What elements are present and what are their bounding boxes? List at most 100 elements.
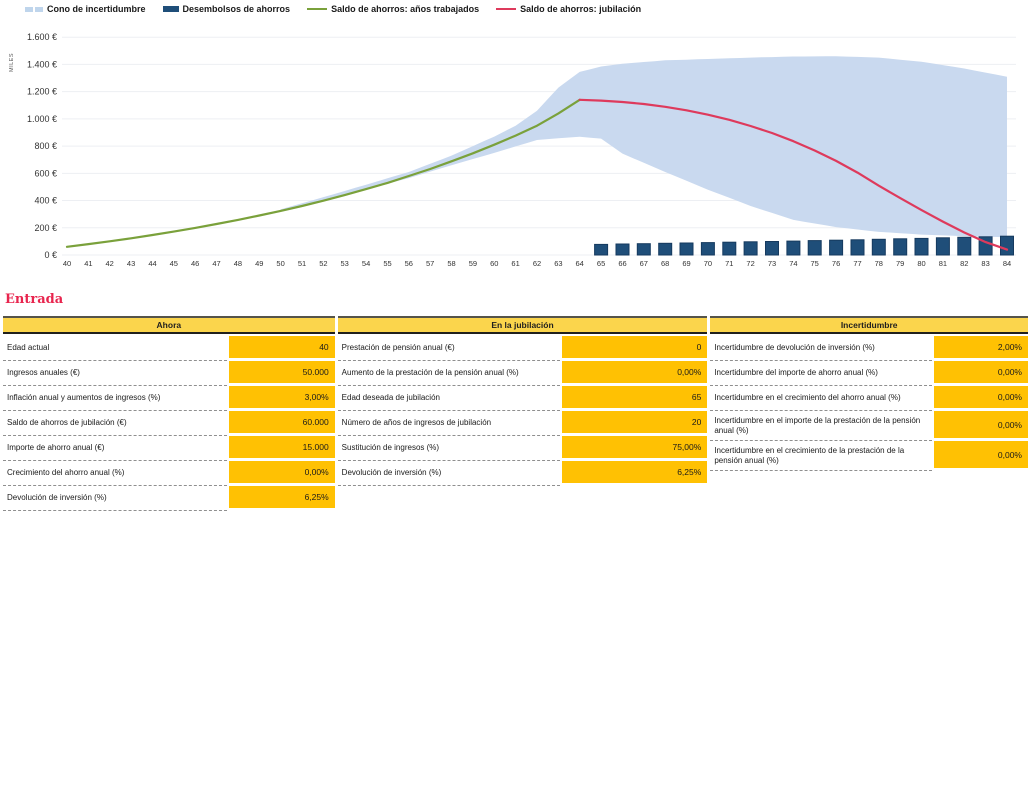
x-tick-label: 61 [511,259,519,268]
x-tick-label: 50 [276,259,284,268]
input-value-cell[interactable]: 75,00% [562,436,708,458]
x-tick-label: 65 [597,259,605,268]
y-tick-label: 1.600 € [27,32,57,42]
input-value-cell[interactable]: 3,00% [228,386,335,408]
disbursement-bar [658,242,673,256]
x-tick-label: 76 [832,259,840,268]
table-incertidumbre: Incertidumbre Incertidumbre de devolució… [710,316,1028,471]
legend-label: Saldo de ahorros: jubilación [520,4,642,14]
input-value-cell[interactable]: 2,00% [934,336,1028,358]
disbursement-bar [1000,235,1014,256]
disbursement-bar [700,242,715,256]
table-row: Aumento de la prestación de la pensión a… [337,361,708,386]
table-row: Incertidumbre del importe de ahorro anua… [710,361,1028,386]
table-row: Incertidumbre de devolución de inversión… [710,336,1028,361]
x-tick-label: 77 [853,259,861,268]
y-tick-label: 1.400 € [27,59,57,69]
table-row: Ingresos anuales (€) 50.000 [3,361,335,386]
table-row: Incertidumbre en el crecimiento de la pr… [710,441,1028,471]
input-value-cell[interactable]: 6,25% [228,486,335,508]
x-tick-label: 79 [896,259,904,268]
table-row: Saldo de ahorros de jubilación (€) 60.000 [3,411,335,436]
x-tick-label: 57 [426,259,434,268]
input-value-cell[interactable]: 0,00% [934,441,1028,468]
x-tick-label: 53 [341,259,349,268]
chart-legend: Cono de incertidumbre Desembolsos de ahor… [25,4,641,14]
x-tick-label: 75 [811,259,819,268]
x-tick-label: 59 [469,259,477,268]
input-value-cell[interactable]: 0,00% [934,386,1028,408]
y-tick-label: 600 € [34,168,57,178]
x-tick-label: 64 [576,259,584,268]
row-label: Edad deseada de jubilación [337,386,561,411]
x-tick-label: 70 [704,259,712,268]
y-axis-labels: 0 € 200 € 400 € 600 € 800 € 1.000 € 1.200 € 1.4… [27,32,57,260]
input-tables: Ahora Edad actual 40 Ingresos anuales (€) 5… [0,316,1028,511]
row-label: Incertidumbre en el crecimiento del ahor… [710,386,932,411]
input-value-cell[interactable]: 0,00% [562,361,708,383]
x-tick-label: 60 [490,259,498,268]
disbursement-bar [743,241,758,256]
x-tick-label: 49 [255,259,263,268]
x-tick-label: 78 [875,259,883,268]
y-tick-label: 0 € [44,250,57,260]
row-label: Edad actual [3,336,227,361]
row-label: Devolución de inversión (%) [337,461,561,486]
input-value-cell[interactable]: 15.000 [228,436,335,458]
x-tick-label: 54 [362,259,370,268]
legend-item-0: Cono de incertidumbre [25,4,146,14]
entrada-heading: Entrada [5,292,64,307]
disbursement-bar [914,237,929,256]
table-header-incertidumbre: Incertidumbre [710,316,1028,334]
savings-bars [594,235,1014,256]
chart-plot-area: 0 € 200 € 400 € 600 € 800 € 1.000 € 1.200 € 1.4… [9,32,1016,268]
disbursement-bar [807,240,822,256]
x-tick-label: 44 [148,259,156,268]
legend-marker-icon [162,6,179,12]
table-row: Edad deseada de jubilación 65 [337,386,708,411]
x-tick-label: 74 [789,259,797,268]
table-row: Crecimiento del ahorro anual (%) 0,00% [3,461,335,486]
disbursement-bar [786,240,801,256]
input-value-cell[interactable]: 60.000 [228,411,335,433]
legend-label: Cono de incertidumbre [47,4,146,14]
table-en-la-jubilacion: En la jubilación Prestación de pensión a… [337,316,708,486]
x-tick-label: 83 [981,259,989,268]
legend-label: Desembolsos de ahorros [182,4,291,14]
input-value-cell[interactable]: 20 [562,411,708,433]
row-label: Sustitución de ingresos (%) [337,436,561,461]
table-row: Edad actual 40 [3,336,335,361]
input-value-cell[interactable]: 40 [228,336,335,358]
disbursement-bar [893,238,908,256]
x-tick-label: 58 [447,259,455,268]
x-axis-labels: 40 41 42 43 44 45 46 47 48 49 50 51 52 53 54 55 56 57 58 59… [63,259,1011,268]
legend-label: Saldo de ahorros: años trabajados [331,4,480,14]
input-value-cell[interactable]: 0,00% [934,411,1028,438]
x-tick-label: 66 [618,259,626,268]
disbursement-bar [829,239,844,256]
retirement-line [578,98,1009,251]
x-tick-label: 81 [939,259,947,268]
input-value-cell[interactable]: 0,00% [934,361,1028,383]
disbursement-bar [636,243,651,256]
x-tick-label: 73 [768,259,776,268]
x-tick-label: 48 [234,259,242,268]
row-label: Crecimiento del ahorro anual (%) [3,461,227,486]
input-value-cell[interactable]: 0,00% [228,461,335,483]
input-value-cell[interactable]: 0 [562,336,708,358]
y-axis-unit-label: MILES [9,53,15,72]
table-header-en-la-jubilacion: En la jubilación [337,316,708,334]
legend-item-3: Saldo de ahorros: jubilación [496,4,641,14]
table-header-ahora: Ahora [3,316,335,334]
table-row: Devolución de inversión (%) 6,25% [3,486,335,511]
table-row: Número de años de ingresos de jubilación… [337,411,708,436]
x-tick-label: 51 [298,259,306,268]
uncertainty-cone [280,56,1008,238]
y-tick-label: 400 € [34,196,57,206]
input-value-cell[interactable]: 65 [562,386,708,408]
y-tick-label: 1.200 € [27,87,57,97]
input-value-cell[interactable]: 6,25% [562,461,708,483]
input-value-cell[interactable]: 50.000 [228,361,335,383]
x-tick-label: 42 [106,259,114,268]
x-tick-label: 69 [682,259,690,268]
